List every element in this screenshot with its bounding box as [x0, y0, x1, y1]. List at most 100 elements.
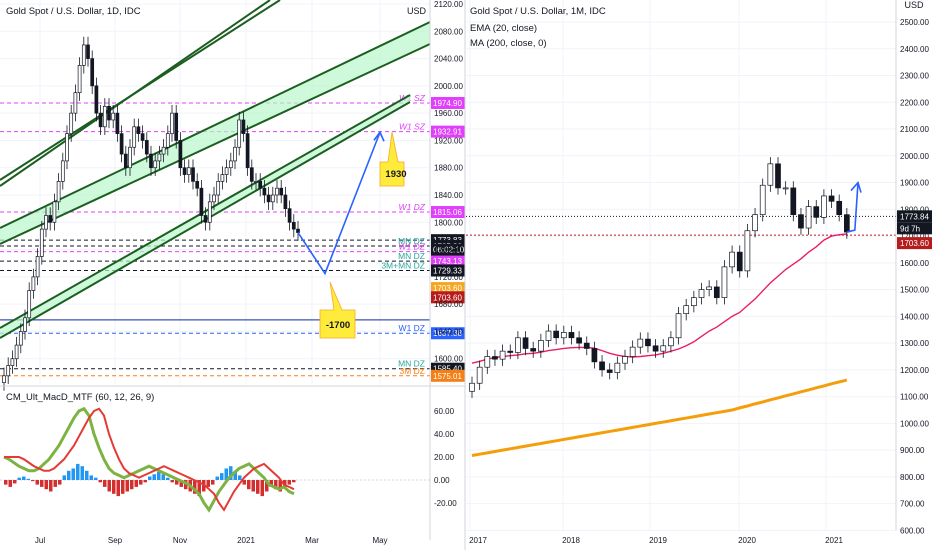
candle-body: [144, 140, 149, 155]
monthly-body: [660, 345, 667, 352]
left-price-axis[interactable]: 2120.00 2080.00 2040.00 2000.00 1960.00 1920.…: [434, 0, 463, 364]
macd-bar: [8, 480, 12, 487]
candle-body: [56, 181, 61, 203]
right-price-tick: 1800.00: [900, 205, 929, 214]
price-tag-bg: [431, 255, 465, 268]
candle-body: [73, 92, 78, 114]
monthly-body: [759, 184, 766, 216]
macd-bar: [125, 480, 129, 492]
macd-bar: [269, 480, 273, 487]
candle-body: [2, 375, 6, 383]
zone-label: 3M+MN DZ: [381, 261, 425, 271]
indicator-tick: 40.00: [434, 430, 455, 439]
left-chart-title: Gold Spot / U.S. Dollar, 1D, IDC: [6, 6, 141, 17]
channel-upper: [0, 21, 431, 229]
macd-bar: [238, 475, 242, 480]
right-time-tick: 2019: [649, 536, 667, 545]
left-price-tick: 1880.00: [434, 164, 463, 173]
monthly-body: [675, 313, 682, 339]
monthly-body: [767, 163, 774, 186]
candle-body: [35, 256, 40, 278]
macd-bar: [80, 466, 84, 480]
candle-body: [186, 167, 191, 175]
monthly-body: [530, 348, 537, 352]
macd-bar: [143, 480, 147, 483]
price-tag: 1637.38: [433, 329, 462, 338]
macd-bar: [202, 480, 206, 492]
candle-body: [275, 187, 279, 196]
right-price-axis[interactable]: 2500.00 2400.00 2300.00 2200.00 2100.00 2000.…: [897, 18, 932, 535]
right-time-axis[interactable]: 2017 2018 2019 2020 2021: [469, 536, 843, 545]
candle-body: [174, 112, 179, 141]
candle-body: [119, 133, 124, 155]
candle-body: [262, 187, 267, 196]
right-price-tick: 2100.00: [900, 125, 929, 134]
left-price-tick: 1760.00: [434, 246, 463, 255]
candle-body: [140, 133, 145, 141]
monthly-body: [469, 382, 475, 392]
monthly-body: [484, 356, 491, 368]
candle-body: [6, 365, 11, 377]
candle-body: [149, 153, 153, 169]
monthly-body: [821, 195, 827, 218]
channel-lower: [0, 43, 431, 245]
macd-bar: [206, 480, 210, 487]
legend-ema: EMA (20, close): [470, 23, 537, 34]
right-price-tag-bg: [897, 237, 932, 250]
right-price-tick: 1200.00: [900, 366, 929, 375]
monthly-body: [843, 214, 850, 233]
left-price-tick: 2080.00: [434, 27, 463, 36]
candle-body: [65, 133, 69, 162]
candle-body: [98, 112, 103, 128]
macd-bar: [31, 480, 35, 482]
macd-bar: [179, 480, 183, 487]
left-time-axis[interactable]: Jul Sep Nov 2021 Mar May: [35, 536, 388, 545]
monthly-body: [736, 251, 743, 272]
macd-bar: [62, 475, 66, 480]
monthly-body: [652, 345, 659, 352]
price-tag-bg: [431, 291, 465, 304]
candle-body: [216, 181, 221, 196]
monthly-body: [606, 369, 613, 373]
left-time-tick: Jul: [35, 536, 45, 545]
left-daily-candles: [2, 36, 300, 391]
candle-body: [157, 153, 162, 162]
right-price-tag: 1703.60: [900, 239, 929, 248]
left-price-tick: 2120.00: [434, 0, 463, 9]
candle-body: [111, 112, 116, 121]
candle-body: [224, 167, 229, 175]
candle-body: [220, 174, 225, 182]
monthly-body: [622, 356, 628, 364]
right-price-tick: 900.00: [900, 446, 925, 455]
candle-body: [69, 112, 74, 134]
left-price-tick: 1600.00: [434, 355, 463, 364]
macd-bar: [161, 474, 165, 480]
indicator-tick: 60.00: [434, 407, 455, 416]
candle-body: [291, 221, 296, 230]
left-time-tick: 2021: [237, 536, 255, 545]
right-price-tick: 2400.00: [900, 45, 929, 54]
right-price-tick: 2200.00: [900, 98, 929, 107]
macd-bar: [220, 473, 224, 480]
price-tag: 1729.33: [433, 267, 462, 276]
candle-body: [102, 105, 107, 128]
candle-body: [296, 228, 300, 233]
left-time-tick: Nov: [173, 536, 187, 545]
candle-body: [132, 126, 137, 148]
macd-bar: [229, 466, 233, 480]
right-time-tick: 2018: [562, 536, 580, 545]
macd-bar: [170, 480, 174, 483]
macd-bar: [130, 480, 134, 490]
macd-bar: [193, 480, 197, 494]
right-price-tick: 1000.00: [900, 419, 929, 428]
monthly-body: [683, 305, 690, 315]
indicator-tick: 0.00: [434, 476, 450, 485]
monthly-body: [492, 356, 498, 360]
candle-body: [195, 181, 200, 189]
callout-1700-text: -1700: [326, 320, 350, 331]
macd-bar: [211, 480, 215, 485]
indicator-tick: -20.00: [434, 499, 457, 508]
candle-body: [52, 201, 57, 223]
candle-body: [249, 167, 254, 182]
